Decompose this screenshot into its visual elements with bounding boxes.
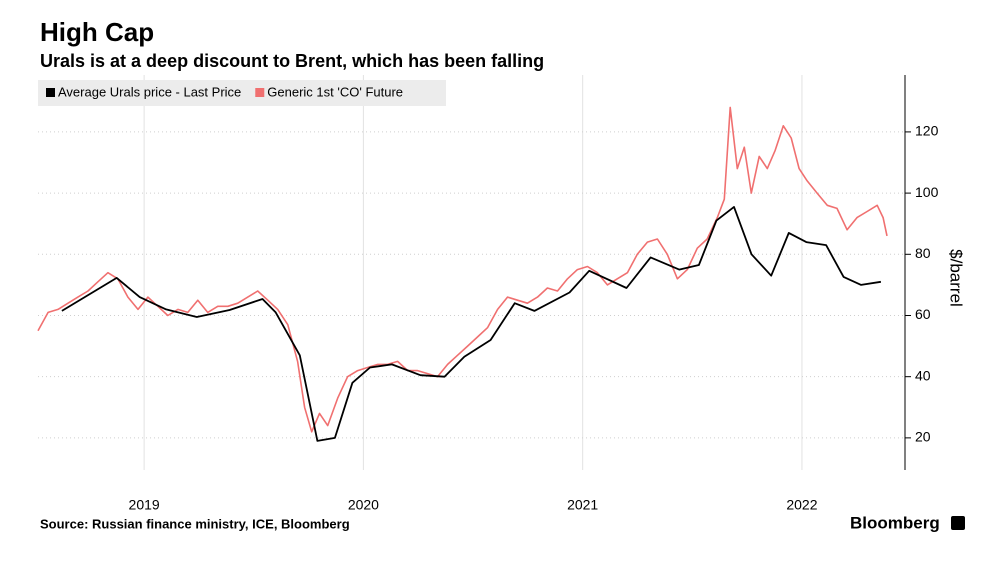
y-tick-label: 120 — [915, 123, 939, 139]
y-tick-label: 20 — [915, 429, 931, 445]
x-tick-label: 2019 — [129, 497, 160, 513]
y-tick-label: 40 — [915, 367, 931, 383]
x-tick-label: 2020 — [348, 497, 379, 513]
y-tick-label: 60 — [915, 306, 931, 322]
x-tick-label: 2021 — [567, 497, 598, 513]
brand: Bloomberg — [850, 513, 940, 532]
legend-label: Average Urals price - Last Price — [58, 84, 241, 99]
y-tick-label: 80 — [915, 245, 931, 261]
legend-swatch — [255, 88, 265, 97]
chart-title: High Cap — [40, 17, 154, 47]
series-line — [37, 106, 888, 433]
legend-swatch — [46, 88, 55, 97]
x-tick-label: 2022 — [786, 497, 817, 513]
chart-subtitle: Urals is at a deep discount to Brent, wh… — [40, 51, 544, 71]
y-axis-label: $/barrel — [947, 249, 966, 307]
brand-icon — [951, 516, 965, 530]
legend-label: Generic 1st 'CO' Future — [267, 84, 403, 99]
y-tick-label: 100 — [915, 184, 939, 200]
source: Source: Russian finance ministry, ICE, B… — [40, 516, 350, 531]
legend-box — [38, 80, 446, 106]
series-line — [61, 206, 882, 442]
